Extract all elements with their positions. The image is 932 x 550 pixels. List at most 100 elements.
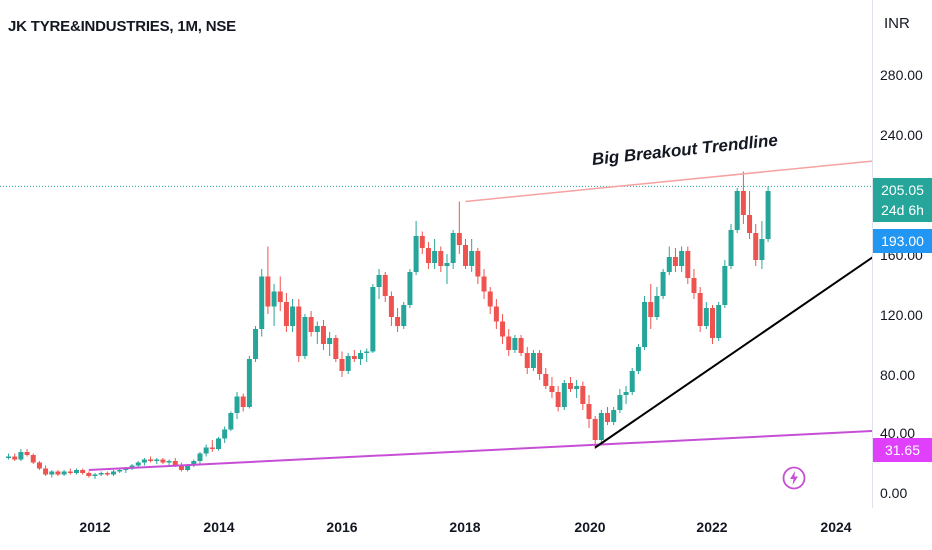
candle-body	[73, 470, 79, 473]
candle-body	[487, 291, 493, 307]
candle-body	[148, 459, 154, 461]
candle-body	[642, 302, 648, 347]
resistance-trendline	[465, 160, 872, 203]
candle-body	[592, 419, 598, 440]
candle-body	[469, 251, 475, 266]
candle-body	[493, 306, 499, 322]
candle-body	[191, 461, 197, 466]
y-tick-label: 0.00	[880, 485, 908, 501]
candle-body	[753, 233, 759, 260]
x-tick-label: 2022	[696, 519, 728, 535]
candle-body	[228, 413, 234, 430]
y-tick-label: 40.00	[880, 425, 916, 441]
candle-body	[364, 351, 370, 353]
candle-body	[388, 296, 394, 317]
candle-body	[80, 470, 86, 473]
y-tick-label: 80.00	[880, 367, 916, 383]
candle-body	[277, 291, 283, 302]
candle-body	[413, 236, 419, 272]
support-trendline	[88, 430, 872, 471]
lightning-icon[interactable]	[782, 466, 806, 490]
candle-body	[185, 465, 191, 470]
candle-body	[660, 272, 666, 296]
candle-body	[302, 317, 308, 356]
candle-body	[30, 455, 36, 463]
candle-body	[703, 308, 709, 326]
candle-body	[36, 462, 42, 469]
candle-body	[549, 386, 555, 392]
candle-body	[605, 413, 611, 422]
candle-body	[543, 374, 549, 386]
candle-body	[314, 326, 320, 332]
candle-body	[728, 230, 734, 266]
candle-body	[160, 459, 166, 463]
candle-body	[734, 191, 740, 230]
currency-label: INR	[884, 15, 910, 32]
candle-body	[253, 329, 259, 359]
candle-body	[691, 278, 697, 293]
chart-title: JK TYRE&INDUSTRIES, 1M, NSE	[8, 18, 236, 35]
candle-body	[623, 392, 629, 395]
candle-body	[358, 353, 364, 359]
candle-body	[141, 459, 147, 463]
candle-body	[450, 233, 456, 263]
candle-body	[629, 371, 635, 392]
candle-body	[666, 257, 672, 272]
candle-body	[55, 471, 61, 475]
candle-body	[401, 305, 407, 326]
price-scale-divider	[872, 0, 873, 508]
y-tick-label: 280.00	[880, 67, 923, 83]
candle-body	[67, 471, 73, 473]
x-tick-label: 2024	[820, 519, 852, 535]
candle-body	[759, 239, 765, 260]
price-level-badge: 193.00	[873, 229, 932, 253]
candle-body	[524, 353, 530, 368]
candle-body	[518, 338, 524, 353]
candle-body	[135, 462, 141, 466]
candle-body	[333, 338, 339, 359]
candle-body	[117, 470, 123, 472]
candle-body	[24, 452, 30, 455]
candle-body	[234, 396, 240, 413]
candle-body	[537, 353, 543, 374]
bar-countdown: 24d 6h	[881, 202, 924, 218]
candle-body	[481, 276, 487, 292]
candle-body	[339, 359, 345, 371]
candle-body	[166, 461, 172, 463]
candle-body	[370, 287, 376, 352]
candle-body	[259, 276, 265, 329]
candle-body	[216, 438, 221, 449]
candle-body	[672, 257, 678, 266]
candle-body	[376, 275, 382, 287]
candle-body	[98, 473, 104, 475]
x-tick-label: 2018	[449, 519, 481, 535]
candle-body	[382, 275, 388, 296]
candle-body	[308, 317, 314, 332]
candle-body	[172, 461, 178, 466]
candle-body	[178, 465, 184, 470]
candle-body	[154, 459, 160, 461]
candle-body	[12, 456, 18, 460]
candle-body	[246, 359, 252, 407]
y-tick-label: 120.00	[880, 307, 923, 323]
candle-body	[86, 473, 92, 476]
candle-body	[407, 272, 413, 305]
candle-body	[747, 215, 753, 233]
candle-body	[561, 383, 567, 407]
candle-body	[654, 296, 660, 317]
candle-body	[765, 191, 771, 239]
candle-body	[111, 471, 117, 475]
candle-body	[425, 248, 431, 263]
candle-body	[444, 263, 450, 266]
candle-body	[567, 383, 573, 389]
candle-body	[456, 233, 462, 245]
candle-body	[6, 456, 12, 458]
candle-body	[61, 471, 67, 475]
x-tick-label: 2014	[203, 519, 235, 535]
candle-body	[197, 453, 203, 461]
candle-body	[635, 347, 641, 371]
candle-body	[296, 306, 302, 356]
chart-canvas[interactable]	[0, 0, 872, 508]
candle-body	[327, 338, 333, 344]
